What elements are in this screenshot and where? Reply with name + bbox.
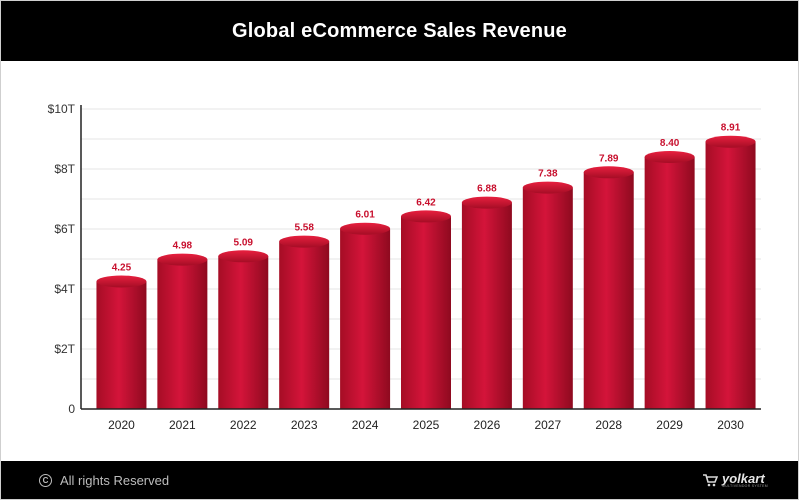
data-label: 5.58	[294, 223, 314, 234]
data-label: 6.01	[355, 210, 375, 221]
bar-2030: 8.91	[705, 123, 756, 409]
bar-2029: 8.40	[644, 138, 695, 409]
x-tick-label: 2025	[413, 418, 440, 432]
bar-2023: 5.58	[279, 223, 330, 409]
bar-2020: 4.25	[96, 263, 147, 409]
bar-2024: 6.01	[340, 210, 391, 409]
data-label: 6.88	[477, 184, 497, 195]
bar-body	[157, 259, 208, 409]
bar-2025: 6.42	[401, 197, 451, 409]
y-tick-label: $10T	[48, 102, 76, 116]
bar-cap	[583, 166, 634, 179]
bar-body	[461, 202, 512, 409]
data-label: 5.09	[234, 237, 254, 248]
data-label: 8.91	[721, 123, 741, 134]
bar-2022: 5.09	[218, 237, 269, 409]
y-tick-label: $2T	[54, 342, 75, 356]
x-tick-label: 2024	[352, 418, 379, 432]
bar-body	[583, 172, 634, 409]
x-tick-label: 2027	[534, 418, 561, 432]
y-tick-label: $6T	[54, 222, 75, 236]
data-label: 7.38	[538, 169, 558, 180]
bar-cap	[96, 275, 147, 288]
bar-body	[340, 228, 391, 409]
x-tick-label: 2030	[717, 418, 744, 432]
bar-chart: 4.25 4.98 5.09 5.58 6.01 6.42 6.88 7.38 7.89 8.40…	[48, 102, 761, 432]
bar-cap	[218, 250, 269, 263]
brand-tagline: MULTIVENDOR SYSTEM	[722, 483, 768, 488]
y-tick-label: $8T	[54, 162, 75, 176]
x-tick-label: 2020	[108, 418, 135, 432]
bar-body	[401, 216, 451, 409]
chart-footer: C All rights Reserved yolkart MULTIVENDO…	[1, 461, 798, 499]
copyright-icon: C	[39, 473, 52, 487]
bar-body	[705, 141, 756, 409]
bar-2028: 7.89	[583, 153, 634, 409]
data-label: 4.98	[173, 241, 193, 252]
x-tick-label: 2026	[474, 418, 501, 432]
chart-header: Global eCommerce Sales Revenue	[1, 1, 798, 61]
x-tick-label: 2028	[595, 418, 622, 432]
data-label: 6.42	[416, 197, 436, 208]
bar-cap	[522, 181, 573, 194]
bar-cap	[461, 196, 512, 209]
x-tick-label: 2029	[656, 418, 683, 432]
cart-icon	[702, 473, 719, 487]
copyright-text: All rights Reserved	[60, 472, 170, 488]
bar-2021: 4.98	[157, 241, 208, 409]
x-tick-label: 2023	[291, 418, 318, 432]
data-label: 4.25	[112, 263, 132, 274]
x-tick-label: 2022	[230, 418, 257, 432]
bar-2027: 7.38	[522, 169, 573, 409]
copyright: C All rights Reserved	[39, 473, 169, 488]
bar-body	[279, 241, 330, 409]
brand-name: yolkart	[722, 470, 765, 486]
bar-cap	[340, 222, 391, 235]
bar-2026: 6.88	[461, 184, 512, 409]
y-tick-label: 0	[68, 402, 75, 416]
bar-cap	[157, 253, 208, 266]
data-label: 8.40	[660, 138, 680, 149]
x-tick-label: 2021	[169, 418, 196, 432]
chart-title: Global eCommerce Sales Revenue	[231, 19, 568, 42]
chart-area: 4.25 4.98 5.09 5.58 6.01 6.42 6.88 7.38 7.89 8.40…	[1, 61, 798, 461]
bar-body	[218, 256, 269, 409]
bar-cap	[705, 135, 756, 148]
bar-body	[96, 281, 147, 409]
bar-body	[644, 157, 695, 409]
bar-cap	[401, 210, 451, 223]
y-tick-label: $4T	[54, 282, 75, 296]
bar-body	[522, 187, 573, 409]
brand-logo: yolkart MULTIVENDOR SYSTEM	[702, 472, 768, 489]
bar-cap	[644, 151, 695, 163]
data-label: 7.89	[599, 153, 619, 164]
bar-cap	[279, 235, 330, 248]
